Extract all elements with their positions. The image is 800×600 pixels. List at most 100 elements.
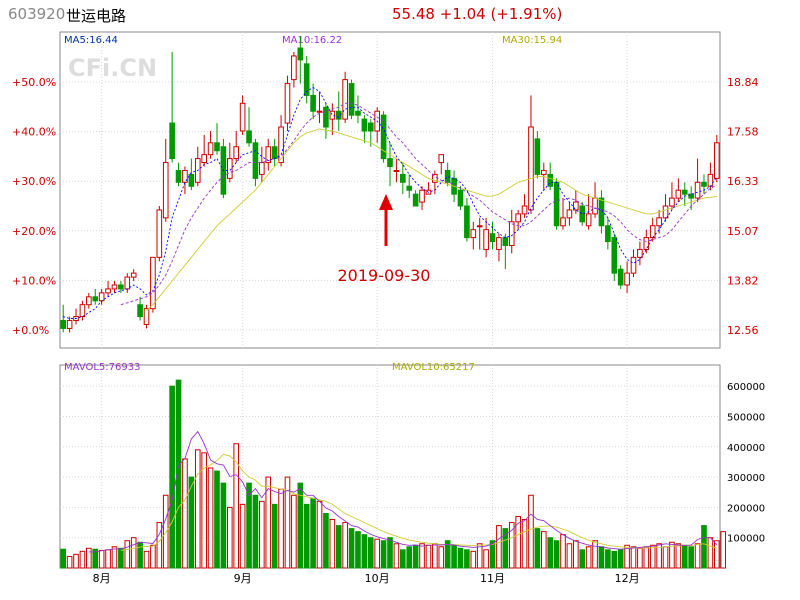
volume-bar [540,531,547,569]
candle-body [515,213,521,223]
ma5-line [63,86,718,319]
candle-body [233,146,240,160]
candle-body [566,209,573,219]
ma10-line [120,102,717,306]
candle-body [406,185,413,191]
candle-body [361,118,368,132]
volume-bar [432,543,438,569]
volume-bar [425,544,432,569]
volume-bar [194,449,201,569]
candle-body [316,110,323,113]
volume-bar [348,528,355,569]
candle-body [265,146,272,164]
left-axis-tick-label: +40.0% [12,126,56,139]
candle-body [348,83,355,116]
right-axis-tick-label: 15.07 [727,225,759,238]
volume-legend-item: MAVOL10:65217 [392,362,475,373]
volume-bar [592,540,598,569]
candle-body [438,154,445,164]
volume-bar [694,543,701,569]
volume-bar [470,550,477,569]
volume-bar [662,546,669,569]
candle-body [502,237,509,246]
volume-bar [137,541,143,569]
candle-body [246,130,252,144]
candle-body [592,197,598,215]
volume-bar [169,385,175,569]
candle-body [579,205,586,223]
candle-body [214,142,220,152]
volume-bar [637,547,643,569]
volume-bar [444,540,451,569]
volume-bar [226,506,233,569]
volume-bar [611,550,618,569]
candle-body [540,169,547,175]
volume-bar [617,549,624,569]
price-legend-item: MA10:16.22 [282,35,342,46]
mavol5-line [88,430,718,553]
volume-bar [291,494,297,569]
left-axis-tick-label: +20.0% [12,225,56,238]
candle-body [156,209,163,258]
volume-bar [355,531,361,569]
candle-body [291,55,297,81]
volume-tick-label: 200000 [727,503,765,514]
volume-bar [335,525,342,569]
volume-bar [220,482,227,569]
right-axis-tick-label: 18.84 [727,76,759,89]
volume-bar [451,544,457,569]
volume-bar [214,470,220,569]
volume-bar [508,522,515,569]
volume-bar [150,544,156,569]
candle-body [355,110,361,116]
price-legend-item: MA5:16.44 [64,35,118,46]
volume-bar [566,543,573,569]
volume-bar [66,555,73,569]
volume-bar [688,546,694,569]
candle-body [496,237,502,250]
x-axis-month-label: 10月 [365,572,390,585]
mavol10-line [120,453,717,551]
volume-bar [585,546,592,569]
candle-body [624,272,630,286]
ma30-line [146,128,717,311]
volume-bar [547,537,554,569]
volume-bar [720,531,727,569]
volume-bar [143,550,150,569]
candle-body [188,173,195,187]
volume-bar [111,546,118,569]
candle-body [444,169,451,183]
volume-bar [271,503,278,569]
volume-bar [438,546,445,569]
volume-bar [489,540,496,569]
candle-body [111,284,118,290]
volume-bar [329,519,336,569]
candle-body [79,304,86,318]
candle-body [329,110,336,120]
price-legend-item: MA30:15.94 [502,35,562,46]
candle-body [284,83,291,124]
volume-bar [630,546,637,569]
x-axis-month-label: 9月 [234,572,252,585]
candle-body [419,189,425,203]
volume-bar [380,540,387,569]
volume-bar [457,547,464,569]
candle-body [528,126,534,211]
volume-bar [521,519,528,569]
volume-bar [252,494,259,569]
volume-bar [502,528,509,569]
watermark: CFi.CN [68,54,157,82]
annotation-date: 2019-09-30 [338,266,431,285]
volume-bar [130,537,137,569]
stock-name: 世运电路 [66,7,127,25]
price-panel-frame [59,31,721,349]
candle-body [553,181,560,227]
volume-bar [207,467,214,569]
volume-bar [239,503,246,569]
candle-body [130,272,137,278]
volume-bar [656,543,662,569]
volume-bar [233,443,240,569]
volume-bar [553,540,560,569]
candle-body [380,114,387,160]
